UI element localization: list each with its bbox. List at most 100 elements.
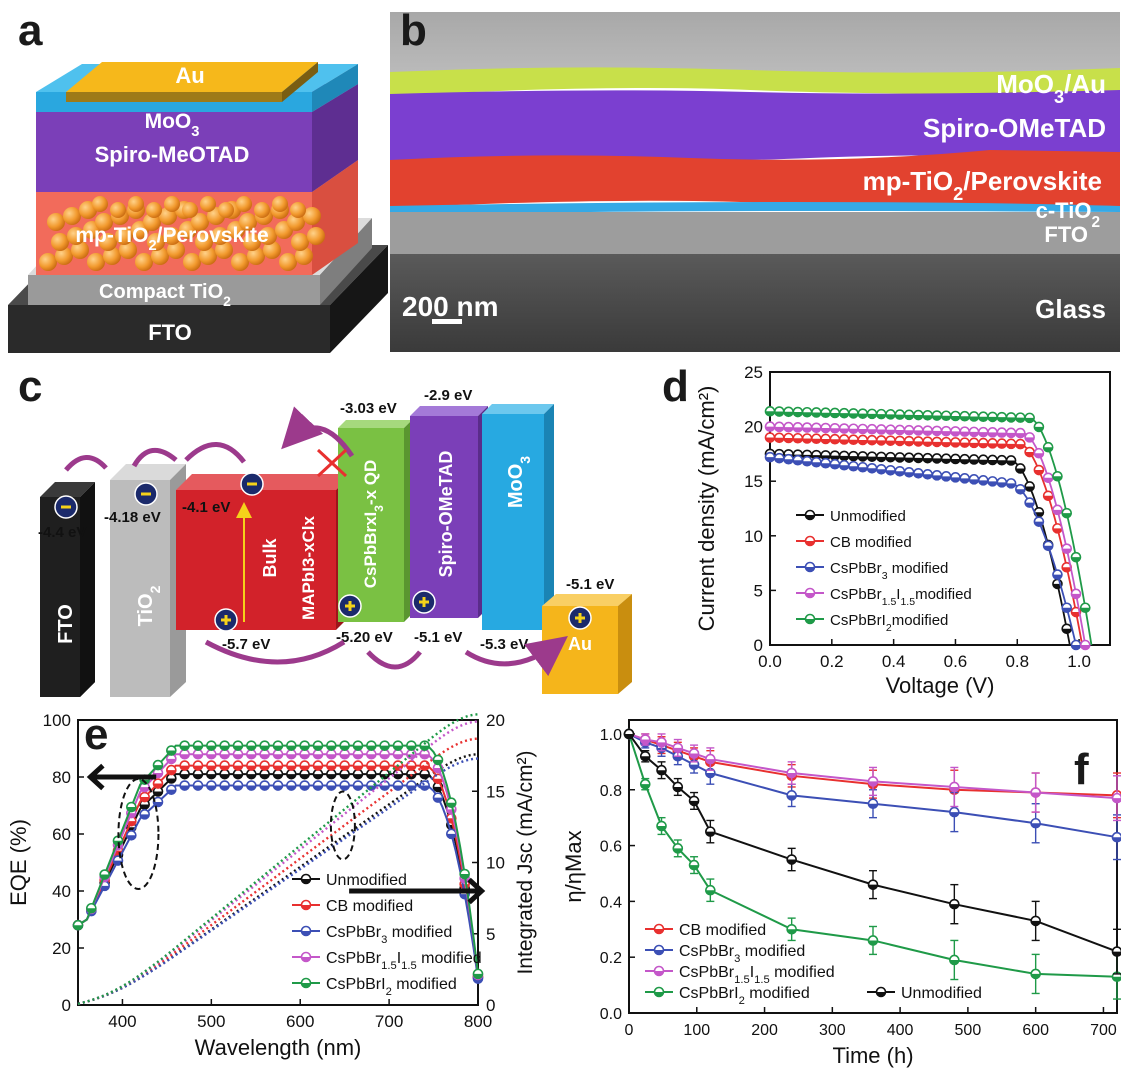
nanoparticle (119, 241, 137, 259)
nanoparticle (191, 213, 209, 231)
x-tick-label: 700 (1090, 1022, 1117, 1039)
nanoparticle (87, 253, 105, 271)
data-point-fill (393, 785, 403, 791)
sem-label-c-tio2: c-TiO2 (1036, 198, 1100, 231)
data-point-fill (848, 439, 858, 445)
data-point-fill (126, 807, 136, 812)
data-point-fill (830, 455, 840, 461)
svg-text:FTO: FTO (55, 604, 77, 644)
data-point-fill (233, 785, 243, 791)
data-point-fill (246, 745, 256, 751)
data-point-fill (193, 774, 203, 779)
data-point-fill (301, 957, 311, 962)
electron-transfer-arrows (64, 428, 355, 470)
minus-sign (247, 482, 257, 486)
data-point-fill (805, 619, 815, 624)
data-point-fill (988, 459, 998, 465)
data-point-fill (886, 470, 896, 475)
data-point-fill (1071, 557, 1081, 562)
data-point-fill (286, 765, 296, 771)
data-point-fill (313, 785, 323, 791)
data-point-fill (950, 415, 960, 421)
data-point-fill (206, 785, 216, 791)
data-point-fill (1015, 489, 1025, 494)
nanoparticle (263, 241, 281, 259)
data-point-fill (246, 785, 256, 791)
data-point-fill (705, 890, 715, 895)
data-point-fill (366, 754, 376, 759)
data-point-fill (1006, 417, 1016, 422)
x-tick-label: 500 (955, 1022, 982, 1039)
legend-label: Unmodified (830, 508, 906, 525)
data-point-fill (353, 785, 363, 791)
data-point-fill (1034, 453, 1044, 458)
data-point-fill (1025, 486, 1035, 491)
data-point-fill (380, 745, 390, 751)
y-tick-label: 25 (744, 363, 763, 382)
panel-f-stability-chart: 0 100 200 300 400 500 600 700 0.0 0.2 0.4 0.6 0.8 1.0… (561, 719, 1121, 1068)
data-point-fill (1052, 528, 1062, 533)
x-tick-label: 0.4 (882, 652, 906, 671)
data-point-fill (895, 457, 905, 462)
tio2-block: TiO2 (110, 464, 186, 697)
x-tick-label: 400 (108, 1012, 136, 1031)
nanoparticle (151, 247, 169, 265)
data-point-fill (166, 758, 176, 764)
nanoparticle (272, 196, 288, 212)
data-point-fill (126, 821, 136, 826)
plus-sign-v (578, 613, 582, 623)
nanoparticle (164, 196, 180, 212)
data-point-fill (220, 785, 230, 791)
data-point-fill (126, 835, 136, 840)
x-tick-label: 600 (286, 1012, 314, 1031)
spiro-block: Spiro-OMeTAD (410, 406, 488, 618)
legend-label: CB modified (830, 534, 912, 551)
data-point-fill (705, 759, 715, 764)
sem-label-spiro: Spiro-OMeTAD (923, 113, 1106, 143)
minus-sign (61, 505, 71, 509)
y-axis-label: EQE (%) (6, 819, 31, 906)
data-point-fill (393, 774, 403, 779)
data-point-fill (858, 439, 868, 445)
y2-axis-label: Integrated Jsc (mA/cm²) (514, 750, 537, 974)
data-point-fill (765, 457, 775, 462)
data-point-fill (988, 481, 998, 486)
data-point-fill (286, 774, 296, 779)
data-point-fill (886, 414, 896, 419)
nanoparticle (92, 196, 108, 212)
data-point-fill (913, 473, 923, 478)
data-point-fill (393, 754, 403, 759)
legend-label: CsPbBr1.5I1.5modified (830, 586, 972, 608)
nanoparticle (254, 202, 270, 218)
scale-bar (432, 319, 462, 324)
minus-sign (141, 492, 151, 496)
data-point-fill (969, 431, 979, 437)
nanoparticle (290, 202, 306, 218)
data-point-fill (140, 814, 150, 819)
panel-letter-e: e (84, 710, 109, 759)
data-point-fill (193, 754, 203, 759)
y-tick-label: 5 (754, 581, 763, 600)
data-point-fill (301, 905, 311, 910)
data-point-fill (1071, 593, 1081, 599)
legend-label: CsPbBr1.5I1.5 modified (679, 964, 835, 986)
data-point-fill (1006, 432, 1016, 438)
data-point-fill (848, 428, 858, 434)
y-tick-label: 0.2 (600, 950, 622, 967)
data-point-fill (300, 785, 310, 791)
panel-letter-c: c (18, 362, 43, 411)
hole-transfer-arrows (204, 642, 560, 667)
data-point-fill (657, 826, 667, 831)
nanoparticle (55, 247, 73, 265)
data-point-fill (960, 431, 970, 437)
data-point-fill (301, 931, 311, 936)
perovskite-lumo: -4.1 eV (182, 499, 230, 516)
data-point-fill (140, 787, 150, 792)
data-point-fill (802, 438, 812, 443)
data-point-fill (446, 833, 456, 839)
perovskite-band (390, 150, 1120, 210)
x-tick-label: 1.0 (1067, 652, 1091, 671)
x-axis-label: Wavelength (nm) (195, 1035, 362, 1060)
data-point-fill (904, 472, 914, 477)
